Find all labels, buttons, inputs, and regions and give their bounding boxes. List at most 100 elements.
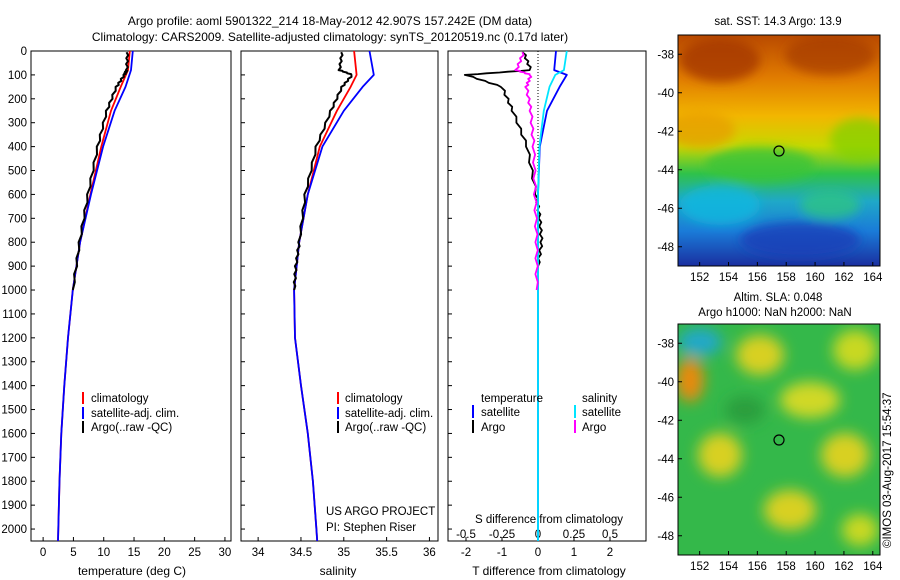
sla-high-patch (780, 382, 840, 418)
project-credit: US ARGO PROJECT (326, 506, 435, 518)
sla-lat-label: -40 (657, 377, 674, 389)
sst-map-axis: -38 -40 -42 -44 -46 -48 152 154 156 158 160 162 164 (657, 49, 883, 284)
sst-map-title: sat. SST: 14.3 Argo: 13.9 (714, 16, 841, 28)
temperature-profiles (57, 50, 134, 542)
difference-tick-label: 1 (571, 547, 577, 559)
sst-lat-label: -46 (657, 203, 674, 215)
legend-t-satellite: satellite (481, 407, 520, 419)
sla-lon-label: 158 (777, 561, 796, 573)
sla-lat-label: -38 (657, 338, 674, 350)
salinity-xlabel: salinity (320, 564, 357, 578)
sla-map-frame (677, 323, 881, 556)
sst-blue-patch (740, 222, 860, 258)
difference-top-label: S difference from climatology (475, 514, 623, 526)
difference-tick-label: 2 (607, 547, 613, 559)
sst-lon-label: 158 (777, 272, 796, 284)
difference-series-argo-salinity (514, 51, 539, 291)
sla-lat-label: -44 (657, 454, 674, 466)
sst-lon-label: 154 (719, 272, 739, 284)
sst-warm-patch (680, 38, 760, 82)
temperature-tick-label: 5 (70, 547, 76, 559)
depth-tick-label: 800 (8, 237, 27, 249)
legend-argo: Argo(..raw -QC) (345, 422, 426, 434)
sla-map-title2: Argo h1000: NaN h2000: NaN (698, 307, 851, 319)
sla-lon-label: 162 (834, 561, 853, 573)
salinity-difference-tick-label: 0.25 (563, 529, 585, 541)
depth-tick-label: 1100 (2, 309, 27, 321)
depth-tick-label: 0 (21, 46, 27, 58)
legend-salinity-heading: salinity (582, 393, 617, 405)
sla-high-patch (842, 514, 878, 546)
legend-t-argo: Argo (481, 422, 505, 434)
depth-tick-label: 1600 (1, 428, 27, 440)
header-line1: Argo profile: aoml 5901322_214 18-May-20… (128, 14, 532, 28)
sla-high-patch (678, 358, 704, 402)
imos-credit: ©IMOS 03-Aug-2017 15:54:37 (882, 392, 894, 548)
salinity-difference-tick-label: 0.5 (602, 529, 618, 541)
legend-argo: Argo(..raw -QC) (91, 422, 172, 434)
salinity-panel (240, 50, 439, 542)
sst-map (678, 35, 880, 266)
sla-map-axis: -38 -40 -42 -44 -46 -48 152 154 156 158 160 162 164 (657, 338, 883, 573)
sla-lat-label: -42 (657, 415, 674, 427)
sla-high-patch (821, 433, 869, 477)
depth-tick-label: 1900 (1, 500, 27, 512)
salinity-tick-label: 34.5 (290, 547, 312, 559)
sla-lon-label: 160 (805, 561, 824, 573)
temperature-series-argo-raw-qc- (71, 51, 130, 291)
salinity-tick-label: 35.5 (375, 547, 397, 559)
difference-tick-label: 0 (535, 547, 541, 559)
depth-axis: 0 100 200 300 400 500 600 700 800 900 1000 1100 1200… (1, 46, 452, 536)
sst-green-patch (830, 118, 880, 162)
sla-low-patch (725, 396, 765, 424)
difference-tick-label: -1 (497, 547, 507, 559)
difference-series-satellite-salinity (537, 50, 568, 541)
sla-high-patch (698, 433, 742, 477)
depth-tick-label: 1500 (1, 405, 27, 417)
sst-lat-label: -48 (657, 242, 674, 254)
difference-profiles (463, 50, 568, 541)
salinity-legend: climatology satellite-adj. clim. Argo(..… (337, 392, 433, 434)
sla-lon-label: 164 (863, 561, 883, 573)
sst-lon-label: 160 (805, 272, 824, 284)
salinity-difference-tick-label: -0.5 (456, 529, 476, 541)
header-line2: Climatology: CARS2009. Satellite-adjuste… (92, 30, 568, 44)
depth-tick-label: 400 (8, 142, 27, 154)
legend-s-argo: Argo (582, 422, 606, 434)
sst-lon-label: 156 (748, 272, 767, 284)
temperature-series-satellite-adj-clim- (57, 50, 134, 542)
temperature-panel (30, 50, 232, 542)
sla-lon-label: 152 (690, 561, 709, 573)
depth-tick-label: 1800 (1, 476, 27, 488)
sst-lat-label: -38 (657, 49, 674, 61)
difference-tick-label: -2 (461, 547, 471, 559)
sst-lat-label: -44 (657, 165, 674, 177)
difference-legend: temperature salinity satellite Argo sate… (472, 393, 621, 434)
depth-tick-label: 700 (8, 213, 27, 225)
sla-argo-marker (773, 434, 785, 446)
sst-lon-label: 162 (834, 272, 853, 284)
legend-temperature-heading: temperature (481, 393, 543, 405)
salinity-difference-tick-label: -0.25 (489, 529, 515, 541)
salinity-tick-label: 34 (252, 547, 265, 559)
depth-tick-label: 300 (8, 118, 27, 130)
legend-climatology: climatology (345, 393, 403, 405)
temperature-tick-label: 0 (40, 547, 46, 559)
depth-tick-label: 1300 (1, 357, 27, 369)
legend-s-satellite: satellite (582, 407, 621, 419)
legend-satellite: satellite-adj. clim. (91, 408, 179, 420)
depth-tick-label: 600 (8, 189, 27, 201)
depth-tick-label: 500 (8, 166, 27, 178)
salinity-tick-label: 35 (337, 547, 350, 559)
salinity-axis: 34 34.5 35 35.5 36 (252, 537, 436, 559)
depth-tick-label: 100 (8, 70, 27, 82)
sla-lat-label: -48 (657, 531, 674, 543)
depth-tick-label: 1400 (1, 381, 27, 393)
sla-lon-label: 154 (719, 561, 739, 573)
temperature-tick-label: 15 (128, 547, 141, 559)
sla-map-title1: Altim. SLA: 0.048 (734, 292, 823, 304)
difference-axis: -2 -1 0 1 2-0.5 -0.25 0 0.25 0.5 (456, 51, 618, 559)
sla-low-patch (678, 328, 722, 356)
sst-lat-label: -40 (657, 88, 674, 100)
